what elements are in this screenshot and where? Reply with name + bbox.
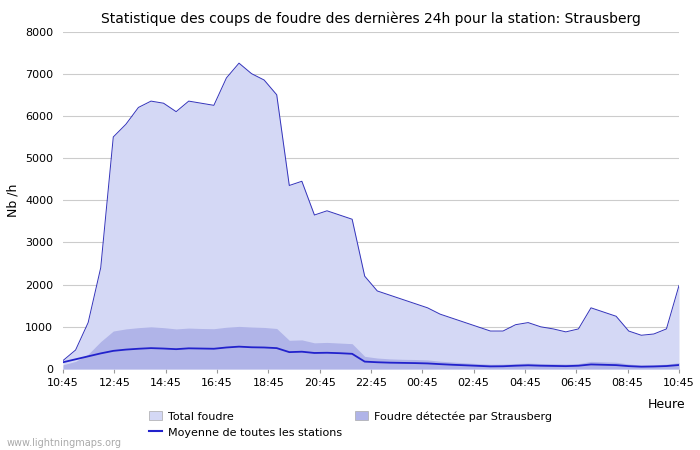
Text: Heure: Heure [648, 398, 685, 411]
Title: Statistique des coups de foudre des dernières 24h pour la station: Strausberg: Statistique des coups de foudre des dern… [101, 12, 641, 26]
Text: www.lightningmaps.org: www.lightningmaps.org [7, 438, 122, 448]
Y-axis label: Nb /h: Nb /h [6, 184, 20, 217]
Legend: Total foudre, Moyenne de toutes les stations, Foudre détectée par Strausberg: Total foudre, Moyenne de toutes les stat… [148, 411, 552, 438]
